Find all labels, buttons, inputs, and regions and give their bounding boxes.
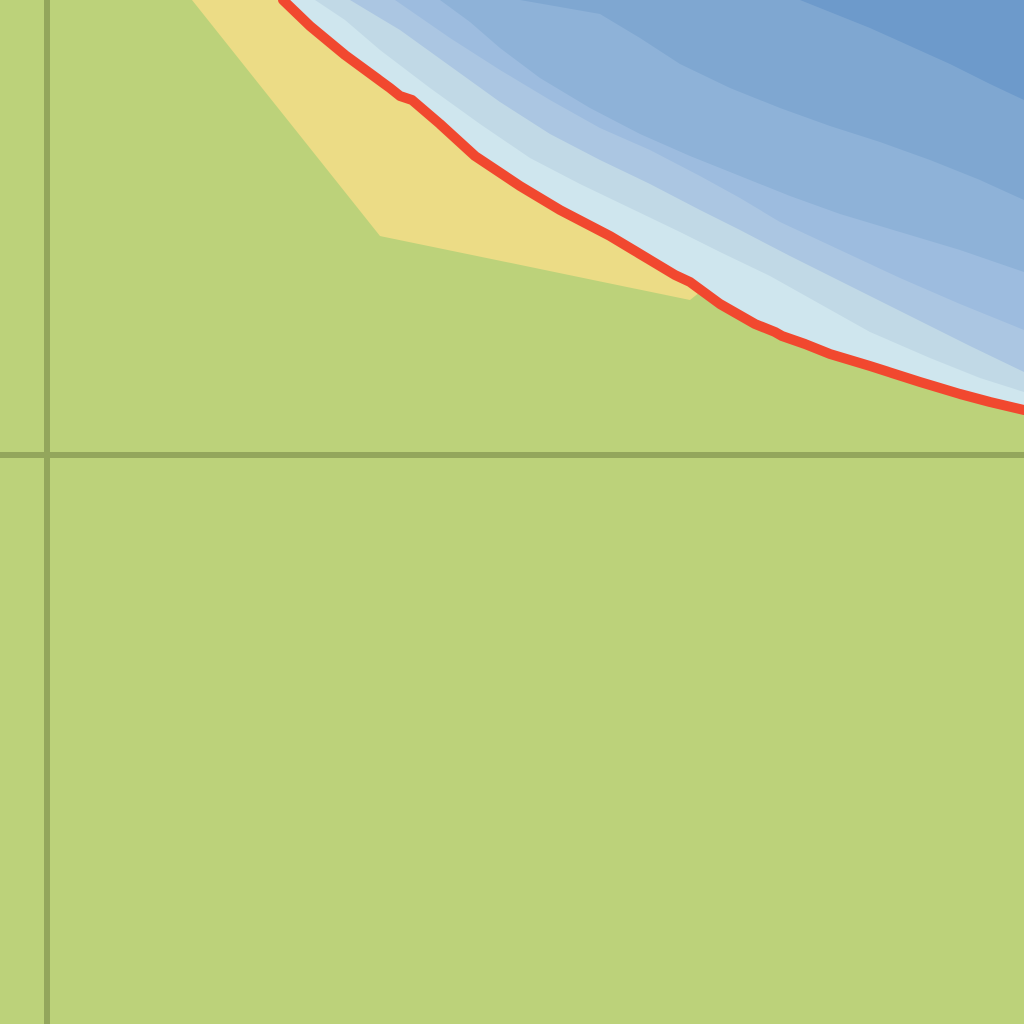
shoreline[interactable]: [278, 0, 1024, 415]
water-deep: [640, 0, 1024, 100]
beach-area: [192, 0, 700, 300]
water-band-4: [520, 0, 1024, 200]
